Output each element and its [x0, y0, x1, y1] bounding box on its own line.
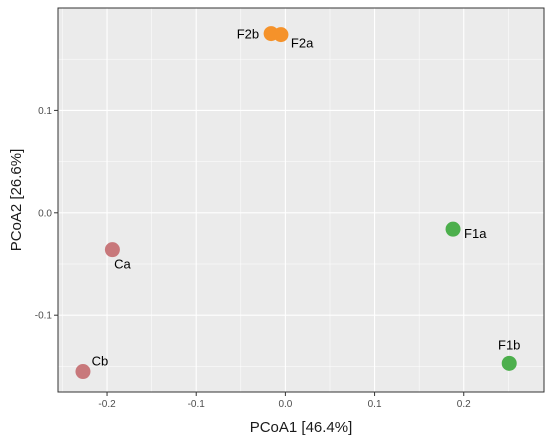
x-axis: -0.2 -0.1 0.0 0.1 0.2	[98, 392, 471, 410]
data-point-f1a	[445, 221, 461, 237]
point-label-ca: Ca	[114, 257, 131, 272]
data-point-f2a	[273, 27, 289, 43]
plot-border	[57, 7, 545, 393]
x-axis-title: PCoA1 [46.4%]	[250, 419, 353, 436]
y-axis: -0.1 0.0 0.1	[35, 106, 58, 322]
x-tick-label: 0.2	[457, 399, 471, 410]
point-label-f1b: F1b	[498, 337, 520, 352]
minor-gridlines	[58, 8, 544, 392]
y-tick-label: -0.1	[35, 311, 53, 322]
data-point-ca	[104, 242, 120, 258]
y-tick-label: 0.0	[38, 208, 52, 219]
point-label-f2b: F2b	[237, 27, 259, 42]
point-label-f1a: F1a	[464, 226, 487, 241]
x-tick-label: 0.1	[368, 399, 382, 410]
data-point-f1b	[501, 355, 517, 371]
point-label-cb: Cb	[92, 354, 109, 369]
x-tick-label: -0.1	[188, 399, 206, 410]
y-tick-label: 0.1	[38, 106, 52, 117]
plot-panel	[58, 8, 544, 392]
x-tick-label: 0.0	[278, 399, 292, 410]
data-point-cb	[75, 364, 91, 380]
x-tick-label: -0.2	[98, 399, 116, 410]
point-label-f2a: F2a	[291, 36, 314, 51]
y-axis-title: PCoA2 [26.6%]	[8, 149, 25, 252]
major-gridlines	[58, 8, 544, 392]
data-points	[75, 26, 517, 380]
point-labels: F2b F2a F1a F1b Ca Cb	[92, 27, 521, 369]
